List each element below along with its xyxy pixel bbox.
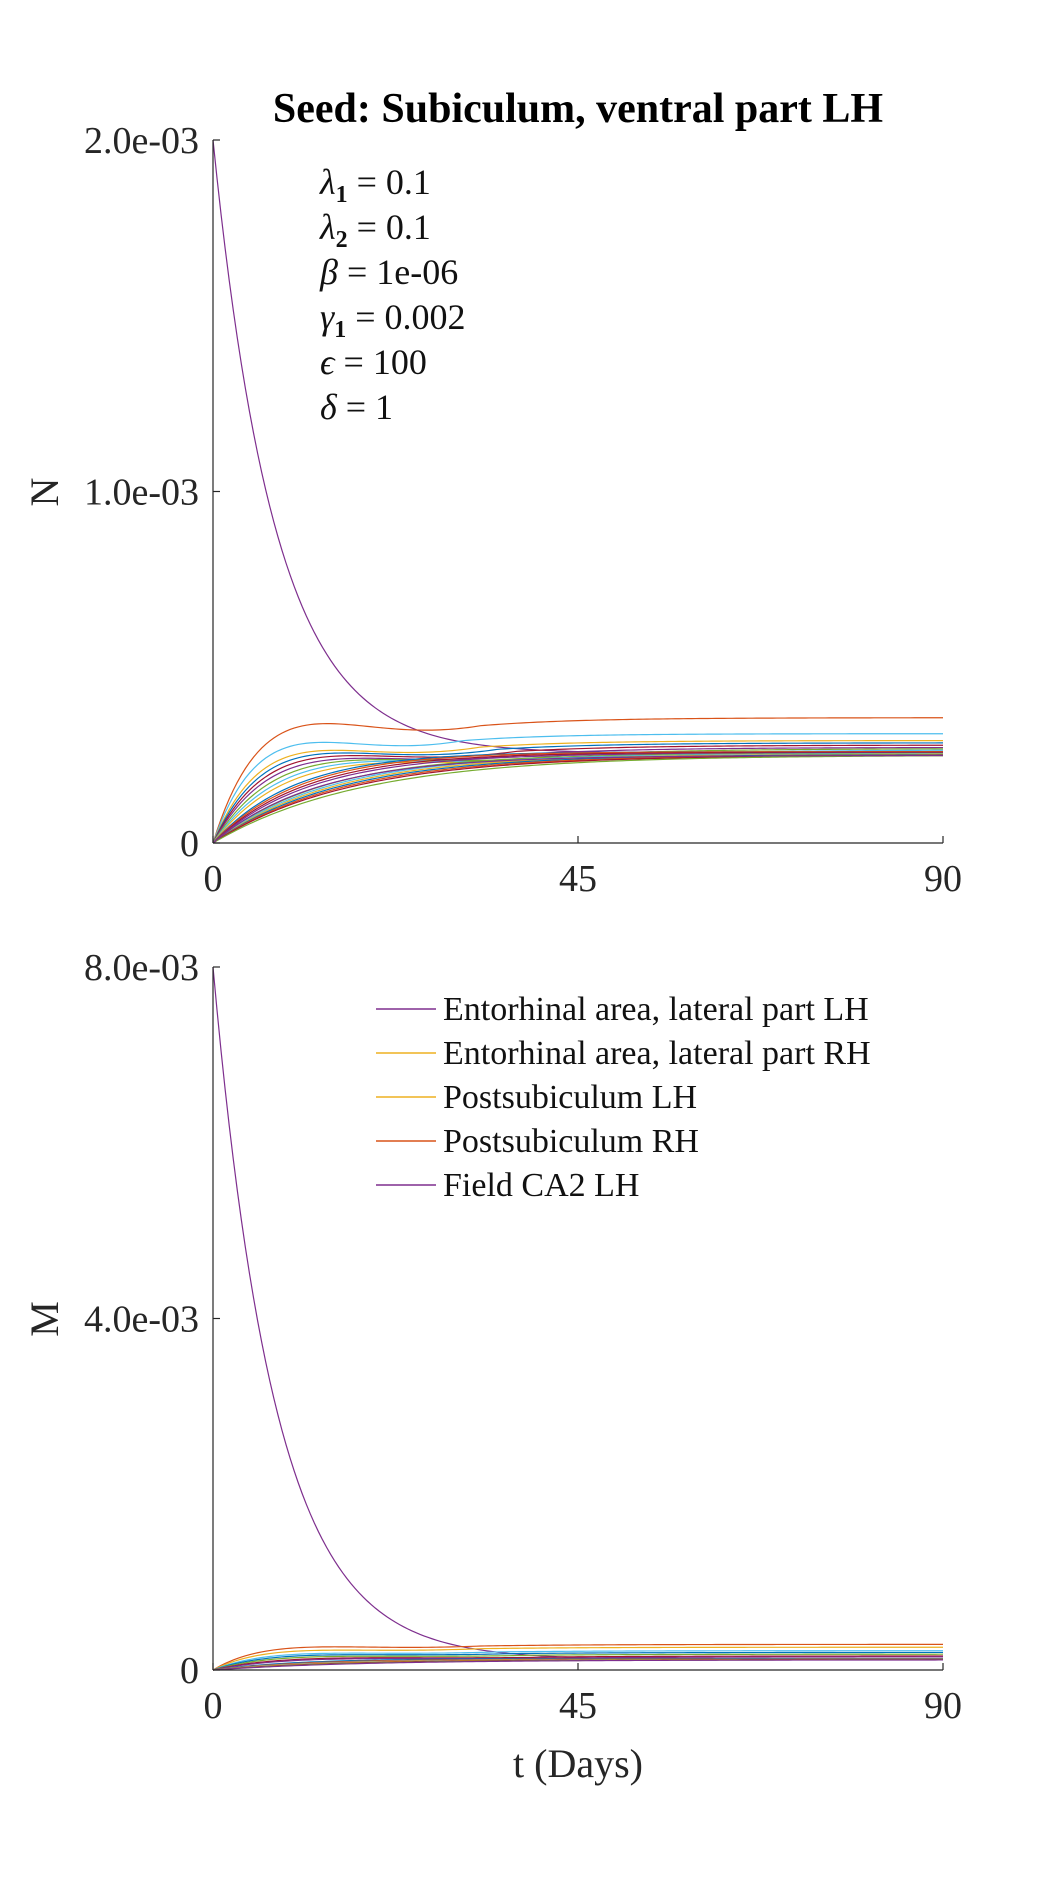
m-series-line-4: [212, 1651, 943, 1671]
legend-entry-3: Postsubiculum RH: [443, 1123, 699, 1160]
n-series-group: [212, 139, 944, 844]
m-series-line-5: [212, 1653, 943, 1671]
n-series-line-21: [212, 754, 943, 844]
param-subscript-0: 1: [336, 182, 348, 208]
n-series-line-2: [212, 733, 943, 844]
n-series-line-12: [212, 751, 943, 844]
m-x-tick-label-0: 0: [204, 1685, 223, 1727]
n-ticks: 0 45 90 0 1.0e-03 2.0e-03: [84, 120, 962, 900]
x-axis-label: t (Days): [513, 1741, 643, 1786]
param-symbol-1: λ: [319, 207, 336, 247]
param-line-1: λ2 = 0.1: [319, 207, 431, 253]
n-x-tick-label-1: 45: [559, 858, 597, 900]
chart-title: Seed: Subiculum, ventral part LH: [273, 86, 883, 132]
m-series-line-14: [212, 1659, 943, 1671]
param-symbol-4: ϵ: [320, 342, 336, 382]
n-series-line-3: [212, 739, 944, 844]
m-y-tick-label-0: 0: [180, 1650, 199, 1692]
m-series-line-6: [212, 1655, 943, 1671]
n-y-tick-label-1: 1.0e-03: [84, 472, 199, 514]
param-line-4: ϵ = 100: [320, 342, 427, 382]
m-y-tick-label-2: 8.0e-03: [84, 947, 199, 989]
m-series-line-3: [212, 1650, 944, 1671]
n-x-tick-label-0: 0: [204, 858, 223, 900]
n-series-line-11: [212, 751, 943, 844]
param-symbol-2: β: [319, 252, 338, 292]
param-line-5: δ = 1: [320, 387, 393, 427]
n-series-line-1: [212, 717, 943, 844]
param-eq-0: = 0.1: [348, 162, 431, 202]
m-series-group: [212, 966, 944, 1671]
param-eq-3: = 0.002: [346, 297, 465, 337]
m-series-line-2: [212, 1646, 943, 1671]
m-x-tick-label-2: 90: [924, 1685, 962, 1727]
n-series-line-6: [212, 746, 943, 844]
m-series-line-7: [212, 1656, 943, 1671]
m-series-line-1: [212, 1643, 943, 1671]
legend: Entorhinal area, lateral part LH Entorhin…: [376, 991, 871, 1204]
param-eq-5: = 1: [337, 387, 393, 427]
legend-entry-4: Field CA2 LH: [443, 1167, 639, 1204]
n-y-tick-label-2: 2.0e-03: [84, 120, 199, 162]
legend-entry-1: Entorhinal area, lateral part RH: [443, 1035, 871, 1072]
param-line-3: γ1 = 0.002: [320, 297, 466, 343]
param-symbol-3: γ: [320, 297, 335, 337]
n-series-line-5: [212, 744, 943, 844]
param-subscript-3: 1: [334, 317, 346, 343]
n-y-tick-label-0: 0: [180, 823, 199, 865]
m-y-tick-label-1: 4.0e-03: [84, 1299, 199, 1341]
param-symbol-5: δ: [320, 387, 338, 427]
param-eq-4: = 100: [335, 342, 427, 382]
legend-entry-0: Entorhinal area, lateral part LH: [443, 991, 869, 1028]
m-x-tick-label-1: 45: [559, 1685, 597, 1727]
n-series-line-20: [212, 755, 944, 844]
n-y-axis-label: N: [22, 478, 67, 507]
param-line-2: β = 1e-06: [319, 252, 458, 292]
param-subscript-1: 2: [336, 227, 348, 253]
n-series-line-4: [212, 742, 943, 844]
m-ticks: 0 45 90 0 4.0e-03 8.0e-03: [84, 947, 962, 1727]
plot-m: 0 45 90 0 4.0e-03 8.0e-03 M t (Days) Entorhin…: [22, 947, 962, 1786]
legend-entry-2: Postsubiculum LH: [443, 1079, 697, 1116]
param-symbol-0: λ: [319, 162, 336, 202]
n-x-tick-label-2: 90: [924, 858, 962, 900]
param-eq-2: = 1e-06: [338, 252, 458, 292]
param-line-0: λ1 = 0.1: [319, 162, 431, 208]
param-eq-1: = 0.1: [348, 207, 431, 247]
m-y-axis-label: M: [22, 1301, 67, 1337]
